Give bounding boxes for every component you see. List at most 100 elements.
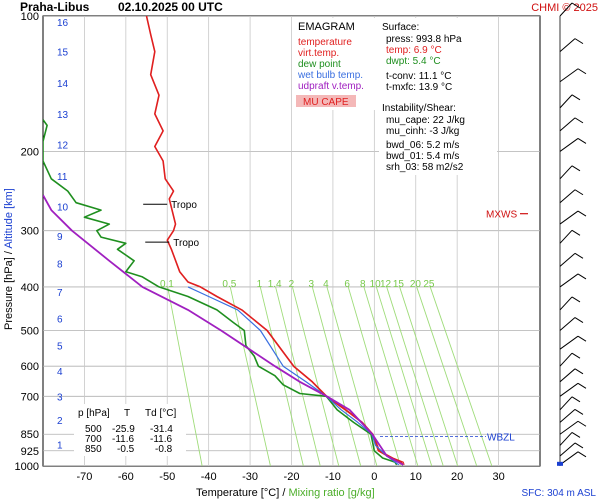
table-row-850-p: 850 <box>85 444 102 455</box>
altitude-km-label: 11 <box>57 172 68 183</box>
wind-barb-flag <box>574 368 584 375</box>
table-row-700-t: -11.6 <box>112 434 134 445</box>
altitude-km-label: 12 <box>57 141 69 152</box>
wind-barb <box>559 368 576 383</box>
surface-dwpt: dwpt: 5.4 °C <box>386 56 441 67</box>
wind-barb <box>559 420 579 435</box>
wind-barb-flag <box>574 317 584 323</box>
wind-barb-flag <box>574 408 584 415</box>
mixing-ratio-label: 0.5 <box>222 279 236 290</box>
wind-barb <box>559 432 573 446</box>
table-header-t: T <box>124 408 130 419</box>
legend-item-virt-temp: virt.temp. <box>298 48 339 59</box>
x-axis-title-mix: Mixing ratio [g/kg] <box>288 487 374 499</box>
mixing-ratio-label: 25 <box>423 279 435 290</box>
mixing-ratio-label: 8 <box>360 279 366 290</box>
x-axis-title-temp: Temperature [°C] <box>196 487 279 499</box>
table-header-td: Td [°C] <box>145 408 176 419</box>
p-tick-label: 300 <box>21 226 39 238</box>
wind-barb <box>559 273 579 288</box>
y-axis-title-pressure: Pressure [hPa] <box>3 257 15 330</box>
legend-item-updraft: udpraft v.temp. <box>298 81 364 92</box>
wind-barb <box>559 138 579 152</box>
wind-barb <box>559 117 576 132</box>
altitude-km-label: 4 <box>57 367 63 378</box>
wind-barb-flag <box>571 296 581 303</box>
wind-barb-flag <box>574 38 584 45</box>
table-row-700-td: -11.6 <box>150 434 172 445</box>
wind-barb-flag <box>577 335 587 342</box>
t-tick-label: 30 <box>492 471 504 483</box>
table-row-700-p: 700 <box>85 434 102 445</box>
wind-barb-flag <box>577 210 587 217</box>
wind-barb <box>559 335 579 350</box>
mixing-ratio-line <box>259 286 304 466</box>
mixing-ratio-line <box>229 286 271 466</box>
mixing-ratio-line <box>363 286 419 466</box>
mixing-ratio-label: 4 <box>323 279 329 290</box>
y-axis-title: Pressure [hPa] / Altitude [km] <box>3 188 15 330</box>
t-tick-label: -40 <box>201 471 217 483</box>
x-axis-title-sep: / <box>279 487 288 499</box>
surface-tconv: t-conv: 11.1 °C <box>386 71 452 82</box>
altitude-km-label: 6 <box>57 314 63 325</box>
bwd-06-value: bwd_06: 5.2 m/s <box>386 140 459 151</box>
y-axis-title-altitude: Altitude [km] <box>3 188 15 249</box>
altitude-km-label: 13 <box>57 110 69 121</box>
bwd-01-value: bwd_01: 5.4 m/s <box>386 151 459 162</box>
table-row-850-td: -0.8 <box>155 444 173 455</box>
p-tick-label: 925 <box>21 446 39 458</box>
mixing-ratio-line <box>326 286 378 466</box>
tropopause-label: Tropo <box>171 200 197 211</box>
p-tick-label: 200 <box>21 146 39 158</box>
sfc-label: SFC: 304 m ASL <box>522 488 597 499</box>
mixing-ratio-label: 2 <box>289 279 295 290</box>
wind-barb <box>559 317 576 331</box>
p-tick-label: 1000 <box>15 461 39 473</box>
mxws-label: MXWS <box>486 210 517 221</box>
wind-barb-flag <box>571 229 581 236</box>
mixing-ratio-line <box>416 286 478 466</box>
wind-barb <box>559 252 576 267</box>
mu-cape-badge <box>296 95 356 107</box>
table-row-500-t: -25.9 <box>112 424 135 435</box>
altitude-km-label: 2 <box>57 416 63 427</box>
wind-barb-flag <box>577 138 587 144</box>
wind-barb <box>559 210 579 225</box>
legend: EMAGRAM temperature virt.temp. dew point… <box>294 18 378 110</box>
series-wet-bulb-temp- <box>187 286 400 466</box>
srh-03-value: srh_03: 58 m2/s2 <box>386 162 464 173</box>
p-tick-label: 100 <box>21 11 39 23</box>
surface-temp: temp: 6.9 °C <box>386 45 442 56</box>
t-tick-label: 10 <box>410 471 422 483</box>
wind-barb-flag <box>577 273 587 280</box>
altitude-km-label: 14 <box>57 79 69 90</box>
t-tick-label: -30 <box>242 471 258 483</box>
p-tick-label: 500 <box>21 326 39 338</box>
mixing-ratio-label: 1 <box>257 279 263 290</box>
wind-barb-flag <box>577 382 587 389</box>
altitude-km-label: 8 <box>57 260 63 271</box>
altitude-km-label: 9 <box>57 232 63 243</box>
wind-barb-flag <box>571 94 581 101</box>
x-axis-title: Temperature [°C] / Mixing ratio [g/kg] <box>196 487 375 499</box>
wind-barb <box>559 229 573 244</box>
mixing-ratio-line <box>429 286 493 466</box>
altitude-km-label: 10 <box>57 202 69 213</box>
surface-press: press: 993.8 hPa <box>386 34 462 45</box>
wind-barb <box>559 68 579 83</box>
mixing-ratio-label: 15 <box>393 279 405 290</box>
altitude-km-label: 15 <box>57 48 69 59</box>
series-dew-point <box>43 119 398 466</box>
wind-barb-flag <box>571 431 581 438</box>
t-tick-label: -50 <box>159 471 175 483</box>
mu-cinh-value: mu_cinh: -3 J/kg <box>386 126 459 137</box>
mixing-ratio-label: 10 <box>370 279 382 290</box>
wind-barb <box>559 409 576 423</box>
altitude-km-label: 1 <box>57 440 63 451</box>
wind-barb <box>559 396 573 411</box>
wind-barb-flag <box>571 396 581 403</box>
mu-cape-badge-label: MU CAPE <box>303 97 349 108</box>
wind-barb-flag <box>571 352 581 359</box>
